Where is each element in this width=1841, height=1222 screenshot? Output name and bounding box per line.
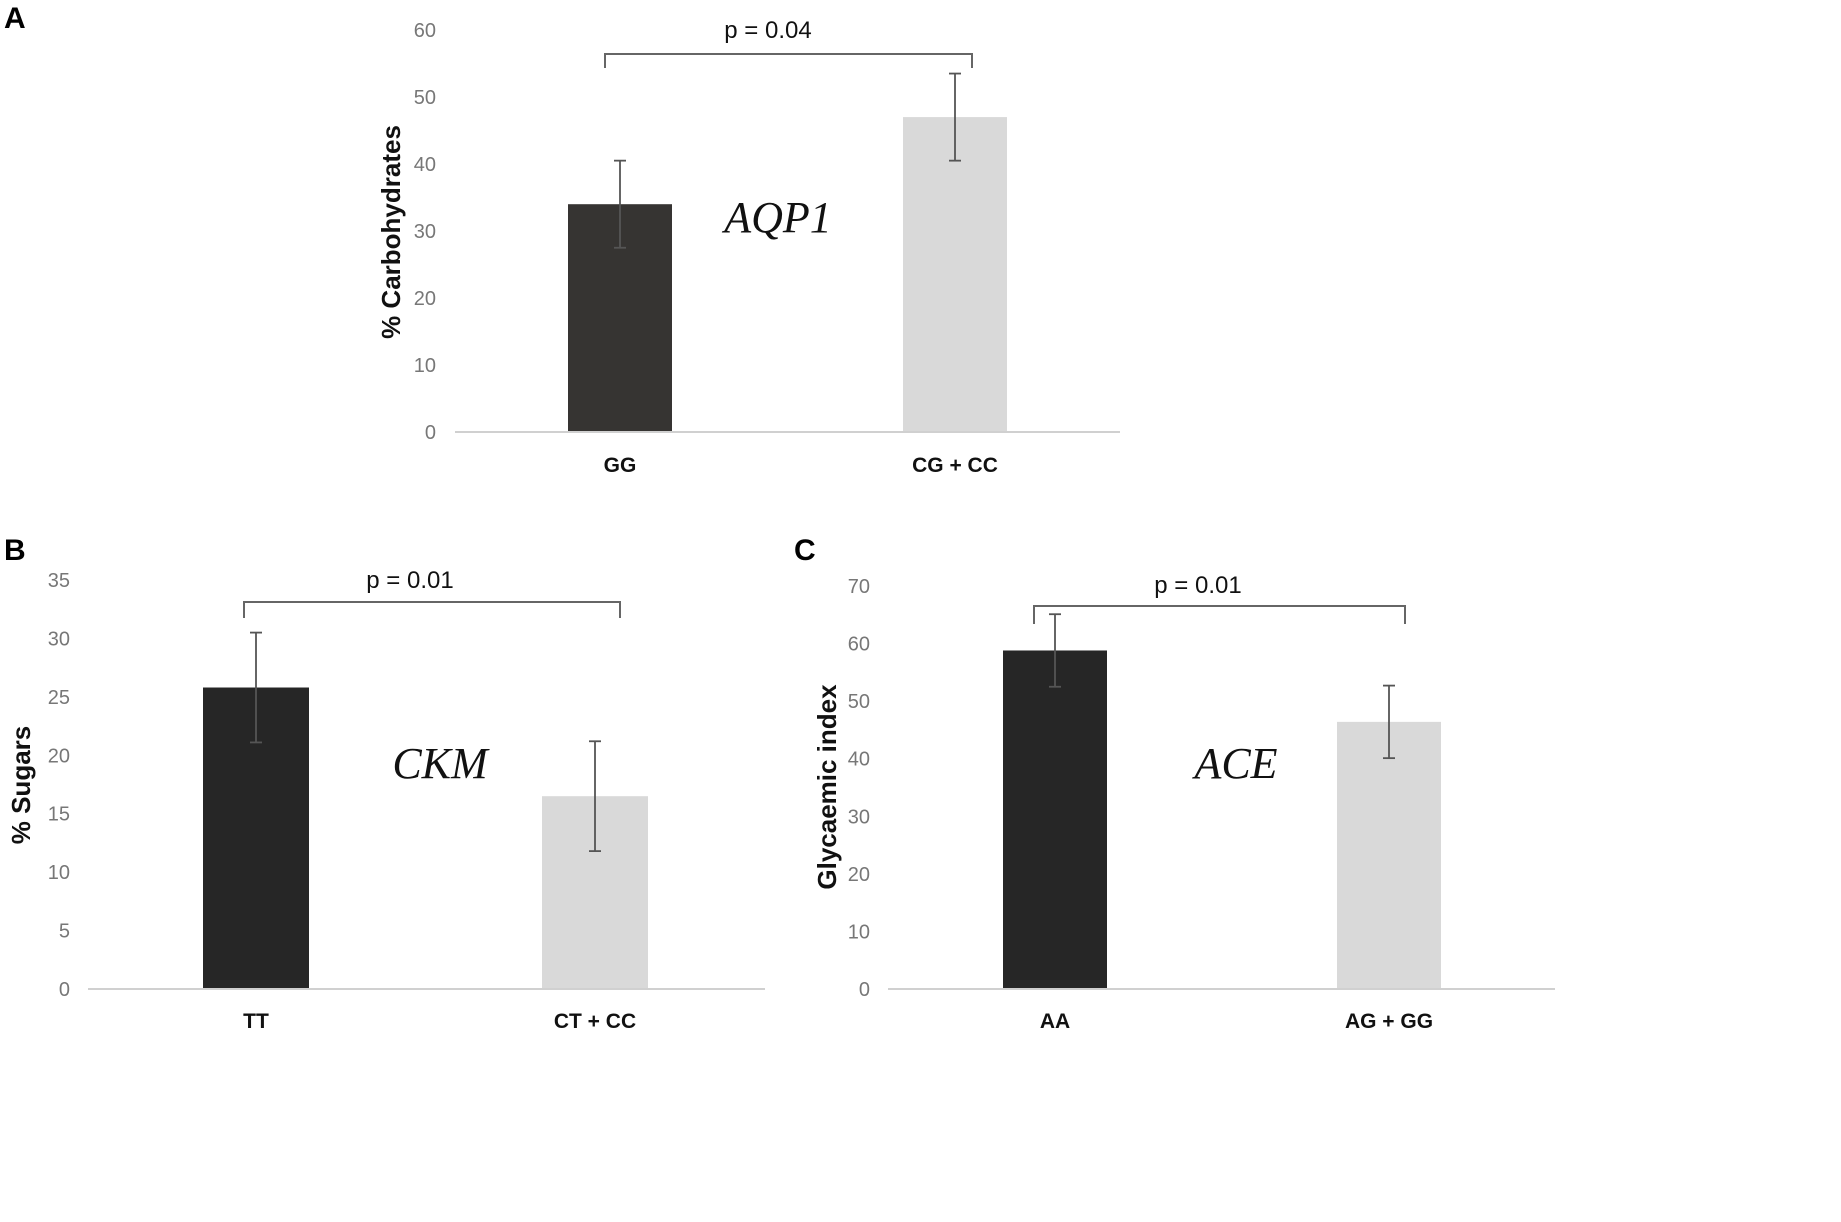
panel-letter: B xyxy=(4,534,26,567)
p-value-label: p = 0.01 xyxy=(366,567,453,594)
y-tick-label: 60 xyxy=(848,634,870,656)
panel-letter: A xyxy=(4,2,26,35)
y-tick-label: 20 xyxy=(414,288,436,310)
error-bar xyxy=(589,740,601,853)
y-tick-label: 10 xyxy=(48,862,70,884)
error-bar xyxy=(1383,684,1395,760)
y-tick-label: 0 xyxy=(59,979,70,1001)
y-tick-label: 0 xyxy=(859,979,870,1001)
y-axis-label: % Sugars xyxy=(6,726,36,845)
error-bar xyxy=(250,631,262,744)
x-category-label: AG + GG xyxy=(1345,1010,1433,1033)
gene-label: AQP1 xyxy=(721,193,832,242)
y-tick-label: 20 xyxy=(48,745,70,767)
y-tick-label: 10 xyxy=(848,921,870,943)
y-tick-label: 30 xyxy=(48,628,70,650)
significance-bracket xyxy=(243,601,621,618)
y-tick-label: 50 xyxy=(414,87,436,109)
x-category-label: TT xyxy=(243,1010,269,1033)
y-tick-label: 5 xyxy=(59,921,70,943)
chart-panel-a: A 0 10 20 30 40 50 60 % Carbohydrates GG CG + CC AQ… xyxy=(4,2,1120,477)
bar-aa xyxy=(1003,650,1107,989)
y-axis-label: % Carbohydrates xyxy=(376,125,406,339)
x-category-label: AA xyxy=(1040,1010,1070,1033)
error-bar xyxy=(1049,613,1061,688)
y-tick-label: 30 xyxy=(848,806,870,828)
y-tick-label: 30 xyxy=(414,221,436,243)
chart-panel-c: C 0 10 20 30 40 50 60 70 Glycaemic index AA AG + GG… xyxy=(794,534,1555,1033)
p-value-label: p = 0.01 xyxy=(1154,572,1241,599)
error-bar xyxy=(614,159,626,249)
y-tick-label: 35 xyxy=(48,570,70,592)
panel-letter: C xyxy=(794,534,816,567)
bar-ag-gg xyxy=(1337,721,1441,989)
y-tick-label: 40 xyxy=(848,749,870,771)
x-category-label: CT + CC xyxy=(554,1010,636,1033)
y-tick-label: 20 xyxy=(848,864,870,886)
y-tick-label: 50 xyxy=(848,691,870,713)
bar-cg-cc xyxy=(903,117,1007,432)
x-category-label: GG xyxy=(604,454,637,477)
chart-panel-b: B 0 5 10 15 20 25 30 35 % Sugars TT CT + CC CKM p = 0… xyxy=(4,534,765,1033)
error-bar xyxy=(949,72,961,162)
y-tick-label: 40 xyxy=(414,154,436,176)
y-axis-label: Glycaemic index xyxy=(812,684,842,890)
y-tick-label: 25 xyxy=(48,687,70,709)
significance-bracket xyxy=(604,53,973,68)
y-tick-label: 0 xyxy=(425,422,436,444)
y-tick-label: 15 xyxy=(48,804,70,826)
y-tick-label: 70 xyxy=(848,576,870,598)
p-value-label: p = 0.04 xyxy=(724,17,811,44)
y-tick-label: 60 xyxy=(414,20,436,42)
gene-label: ACE xyxy=(1191,739,1277,788)
y-tick-label: 10 xyxy=(414,355,436,377)
x-category-label: CG + CC xyxy=(912,454,998,477)
significance-bracket xyxy=(1033,605,1406,624)
gene-label: CKM xyxy=(392,739,490,788)
